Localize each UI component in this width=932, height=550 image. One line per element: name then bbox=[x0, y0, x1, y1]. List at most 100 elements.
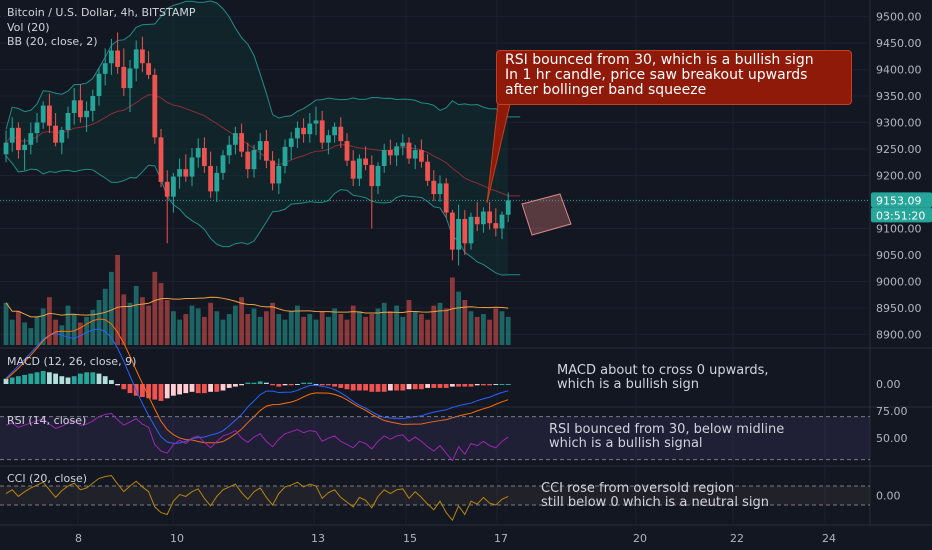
volume-bar bbox=[226, 314, 232, 345]
candle-body bbox=[115, 50, 120, 67]
chart-title: Bitcoin / U.S. Dollar, 4h, BITSTAMP bbox=[7, 6, 196, 19]
candle-body bbox=[109, 50, 114, 64]
macd-histogram-bar bbox=[251, 382, 257, 384]
candle-body bbox=[462, 218, 468, 244]
rsi-tick-label: 75.00 bbox=[876, 405, 908, 418]
candle-body bbox=[245, 151, 251, 170]
volume-bar bbox=[208, 302, 213, 345]
macd-histogram-bar bbox=[400, 384, 406, 391]
candle-body bbox=[456, 218, 461, 250]
price-tick-label: 9200.00 bbox=[876, 170, 922, 183]
candle-body bbox=[301, 127, 306, 135]
volume-bar bbox=[171, 311, 176, 345]
macd-histogram-bar bbox=[264, 382, 269, 384]
candle-body bbox=[493, 223, 499, 229]
candle-body bbox=[34, 122, 40, 134]
candle-body bbox=[96, 73, 102, 97]
candle-body bbox=[3, 142, 9, 155]
candle-body bbox=[288, 138, 294, 147]
volume-ma-line bbox=[5, 296, 509, 318]
rsi-annotation[interactable]: RSI bounced from 30, below midline which… bbox=[549, 422, 785, 451]
time-tick-label: 17 bbox=[494, 532, 508, 545]
macd-legend[interactable]: MACD (12, 26, close, 9) bbox=[7, 355, 137, 368]
macd-histogram-bar bbox=[177, 384, 182, 395]
candle-body bbox=[53, 125, 58, 143]
time-tick-label: 22 bbox=[730, 532, 744, 545]
time-tick-label: 24 bbox=[822, 532, 836, 545]
macd-histogram-bar bbox=[96, 373, 102, 384]
macd-histogram-bar bbox=[233, 384, 238, 387]
macd-zero-label: 0.00 bbox=[876, 378, 901, 391]
volume-bar bbox=[332, 308, 337, 345]
macd-histogram-bar bbox=[220, 384, 226, 391]
volume-bar bbox=[40, 308, 46, 345]
candle-body bbox=[450, 212, 455, 250]
volume-bar bbox=[400, 316, 406, 345]
volume-bar bbox=[245, 314, 251, 345]
candle-body bbox=[78, 100, 83, 118]
rsi-legend[interactable]: RSI (14, close) bbox=[7, 414, 87, 427]
volume-bar bbox=[313, 319, 319, 345]
macd-histogram-bar bbox=[282, 384, 288, 386]
volume-bar bbox=[251, 308, 257, 345]
candle-body bbox=[239, 133, 244, 152]
time-tick-label: 13 bbox=[311, 532, 325, 545]
candle-body bbox=[121, 66, 127, 89]
macd-histogram-bar bbox=[474, 384, 480, 386]
macd-histogram-bar bbox=[406, 384, 412, 390]
macd-histogram-bar bbox=[394, 384, 399, 391]
candle-body bbox=[220, 155, 226, 173]
volume-bar bbox=[295, 305, 300, 345]
volume-bar bbox=[22, 322, 27, 345]
macd-histogram-bar bbox=[487, 384, 492, 386]
volume-bar bbox=[301, 316, 306, 345]
volume-bar bbox=[220, 319, 226, 345]
candle-body bbox=[140, 49, 145, 64]
volume-bar bbox=[288, 311, 294, 345]
macd-histogram-bar bbox=[443, 384, 449, 388]
candle-body bbox=[487, 211, 492, 224]
macd-histogram-bar bbox=[505, 384, 511, 385]
candle-body bbox=[71, 100, 77, 113]
macd-histogram-bar bbox=[22, 374, 27, 384]
candle-body bbox=[425, 161, 430, 181]
macd-histogram-bar bbox=[319, 384, 325, 386]
volume-legend[interactable]: Vol (20) bbox=[7, 21, 50, 34]
macd-histogram-bar bbox=[481, 384, 486, 386]
candle-body bbox=[84, 110, 89, 118]
cci-legend[interactable]: CCI (20, close) bbox=[7, 472, 88, 485]
volume-bar bbox=[412, 311, 418, 345]
candle-body bbox=[437, 183, 443, 195]
bollinger-legend[interactable]: BB (20, close, 2) bbox=[7, 35, 98, 48]
candle-body bbox=[481, 211, 486, 225]
candle-body bbox=[270, 160, 275, 184]
volume-bar bbox=[109, 271, 114, 345]
macd-histogram-bar bbox=[295, 384, 300, 385]
candle-body bbox=[146, 63, 151, 75]
price-tick-label: 9000.00 bbox=[876, 275, 922, 288]
macd-histogram-bar bbox=[369, 384, 375, 392]
macd-histogram-bar bbox=[3, 378, 9, 384]
volume-bar bbox=[264, 311, 269, 345]
volume-bar bbox=[282, 319, 288, 345]
candle-body bbox=[307, 123, 313, 135]
volume-bar bbox=[499, 311, 505, 345]
volume-bar bbox=[357, 311, 362, 345]
candle-body bbox=[474, 216, 480, 225]
cci-tick-label: 0.00 bbox=[876, 490, 901, 503]
candle-body bbox=[65, 112, 71, 130]
candle-body bbox=[388, 150, 393, 156]
macd-histogram-bar bbox=[338, 384, 344, 388]
macd-histogram-bar bbox=[326, 384, 331, 386]
macd-histogram-bar bbox=[28, 373, 34, 384]
cci-annotation[interactable]: CCI rose from oversold region still belo… bbox=[541, 481, 769, 510]
macd-histogram-bar bbox=[257, 381, 263, 384]
candle-body bbox=[369, 164, 375, 187]
volume-bar bbox=[121, 294, 127, 345]
volume-bar bbox=[419, 314, 424, 345]
last-price-label: 9153.09 bbox=[876, 194, 922, 207]
macd-annotation[interactable]: MACD about to cross 0 upwards, which is … bbox=[557, 363, 769, 392]
rsi-breakout-callout[interactable]: RSI bounced from 30, which is a bullish … bbox=[496, 50, 852, 105]
volume-bar bbox=[437, 302, 443, 345]
